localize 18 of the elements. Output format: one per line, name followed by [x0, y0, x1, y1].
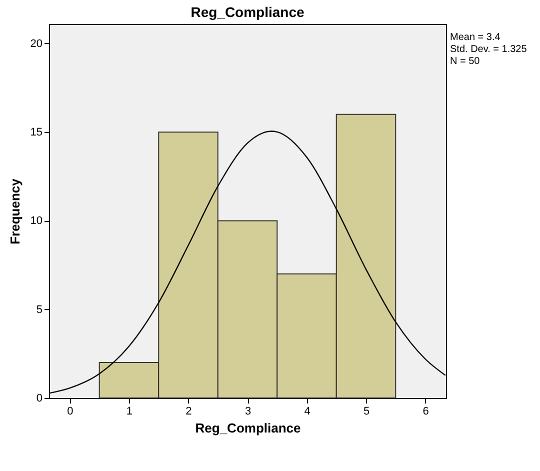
y-tick-label: 20: [30, 38, 42, 50]
x-tick-label: 2: [186, 406, 192, 418]
x-tick-label: 0: [67, 406, 74, 418]
y-tick-label: 15: [30, 126, 42, 139]
text: N = 50: [450, 56, 480, 67]
x-tick-label: 6: [422, 406, 429, 418]
chart-title: Reg_Compliance: [190, 4, 305, 20]
x-axis-title: Reg_Compliance: [195, 420, 301, 436]
y-tick-label: 0: [36, 392, 42, 404]
x-tick-label: 4: [304, 406, 310, 418]
x-tick-label: 3: [244, 406, 252, 418]
text: Std. Dev. = 1.325: [450, 44, 528, 55]
text: Mean = 3.4: [450, 32, 501, 43]
x-tick-label: 5: [363, 406, 370, 418]
y-tick-label: 5: [36, 304, 42, 316]
x-tick-label: 1: [126, 406, 133, 418]
y-tick-label: 10: [30, 215, 42, 228]
y-axis-title: Frequency: [7, 178, 22, 244]
